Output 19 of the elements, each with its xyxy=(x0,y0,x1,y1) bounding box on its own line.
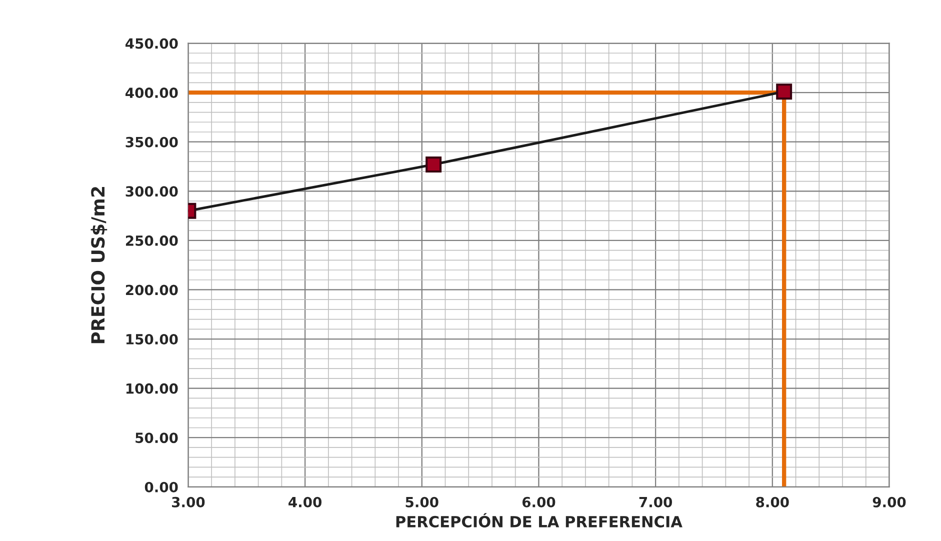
y-tick-label: 400.00 xyxy=(126,88,178,98)
y-tick-label: 50.00 xyxy=(136,432,178,444)
y-tick-label: 300.00 xyxy=(126,186,178,197)
y-tick-label: 100.00 xyxy=(126,383,178,394)
y-tick-label: 450.00 xyxy=(126,38,178,49)
y-tick-label: 200.00 xyxy=(126,284,178,296)
y-tick-label: 0.00 xyxy=(144,482,178,492)
x-axis-title: PERCEPCIÓN DE LA PREFERENCIA xyxy=(396,513,682,528)
y-tick-label: 150.00 xyxy=(126,334,178,344)
x-tick-label: 4.00 xyxy=(288,496,322,508)
x-tick-label: 3.00 xyxy=(172,496,205,508)
x-tick-label: 7.00 xyxy=(639,496,672,508)
x-tick-label: 5.00 xyxy=(406,496,438,508)
x-tick-label: 8.00 xyxy=(756,496,789,508)
x-tick-label: 9.00 xyxy=(872,496,906,508)
y-axis-title: PRECIO US$/m2 xyxy=(90,187,108,344)
x-tick-label: 6.00 xyxy=(522,496,556,508)
y-tick-label: 350.00 xyxy=(126,136,178,148)
y-tick-label: 250.00 xyxy=(126,235,178,246)
